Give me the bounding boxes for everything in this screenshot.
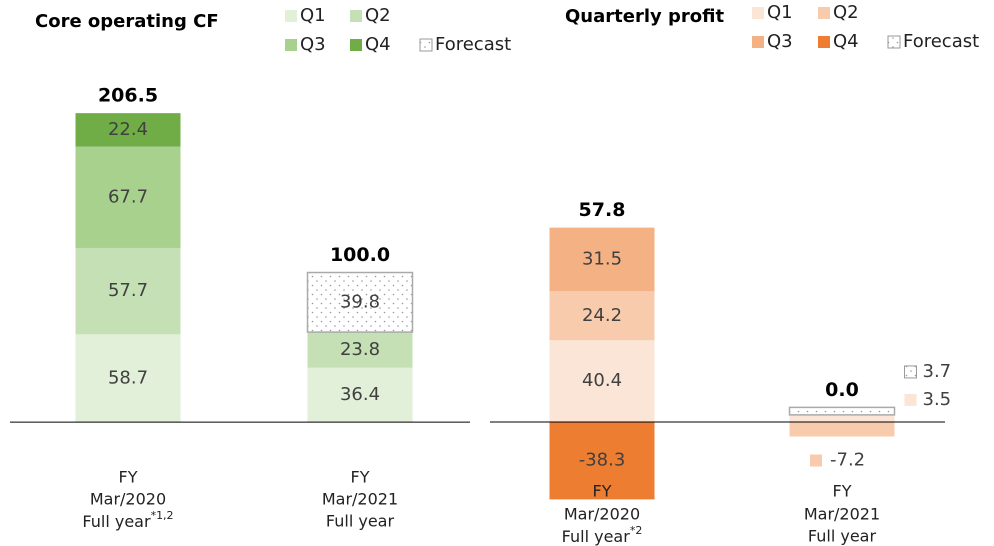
data-label: 57.7 xyxy=(108,280,148,301)
x-tick-label: Mar/2021 xyxy=(322,490,398,509)
legend-swatch xyxy=(818,36,830,48)
data-label: 3.7 xyxy=(923,361,952,382)
legend-swatch xyxy=(350,10,362,22)
bar-segment xyxy=(307,332,413,368)
bar-segment xyxy=(75,146,181,248)
bar-segment xyxy=(75,247,181,335)
bar-segment xyxy=(306,271,414,333)
x-tick-label: Mar/2020 xyxy=(90,490,166,509)
legend-swatch xyxy=(419,38,433,52)
data-label: 3.5 xyxy=(923,389,952,410)
label-marker xyxy=(810,454,822,467)
data-label: 31.5 xyxy=(582,248,622,269)
total-label: 206.5 xyxy=(98,85,158,107)
x-tick-label: Full year xyxy=(326,512,395,531)
x-tick-label: FY xyxy=(593,482,612,501)
data-label: -38.3 xyxy=(579,450,626,471)
bar-segment xyxy=(307,367,413,423)
legend-label: Q2 xyxy=(833,2,859,23)
legend-swatch xyxy=(752,36,764,48)
legend-swatch xyxy=(350,39,362,51)
legend-label: Q1 xyxy=(300,5,326,26)
data-label: 24.2 xyxy=(582,305,622,326)
bar-segment xyxy=(75,334,181,423)
label-marker xyxy=(904,365,917,379)
total-label: 100.0 xyxy=(330,244,390,266)
legend-label: Q4 xyxy=(833,31,859,52)
x-tick-label: Mar/2020 xyxy=(564,505,640,524)
data-label: 36.4 xyxy=(340,384,380,405)
x-tick-label: Mar/2021 xyxy=(804,505,880,524)
legend-label: Forecast xyxy=(903,31,979,52)
data-label: 58.7 xyxy=(108,367,148,388)
bar-segment xyxy=(549,340,655,422)
bar-segment xyxy=(75,113,181,147)
data-label: 40.4 xyxy=(582,370,622,391)
legend-label: Q3 xyxy=(300,34,326,55)
x-tick-label-text: Full year xyxy=(562,527,631,546)
legend-label: Q1 xyxy=(767,2,793,23)
data-label: 67.7 xyxy=(108,186,148,207)
bar-segment xyxy=(549,291,655,341)
x-tick-label: Full year*2 xyxy=(562,524,643,546)
legend-label: Q4 xyxy=(365,34,391,55)
x-tick-label: Full year xyxy=(808,527,877,546)
label-marker xyxy=(904,393,917,406)
data-label: 23.8 xyxy=(340,339,380,360)
x-tick-label-text: Full year xyxy=(82,512,151,531)
footnote-mark: *2 xyxy=(630,524,643,537)
x-tick-label: Full year*1,2 xyxy=(82,509,173,531)
total-label: 0.0 xyxy=(825,379,859,401)
legend-swatch xyxy=(285,39,297,51)
footnote-mark: *1,2 xyxy=(151,509,174,522)
bar-segment xyxy=(549,421,655,500)
data-label: 22.4 xyxy=(108,119,148,140)
x-tick-label: FY xyxy=(119,468,138,487)
legend-label: Q3 xyxy=(767,31,793,52)
total-label: 57.8 xyxy=(579,199,626,221)
bar-segment xyxy=(549,227,655,292)
x-tick-label: FY xyxy=(833,482,852,501)
legend-label: Forecast xyxy=(435,34,511,55)
legend-label: Q2 xyxy=(365,5,391,26)
x-tick-label: FY xyxy=(351,468,370,487)
bar-segment xyxy=(789,414,895,422)
legend-swatch xyxy=(887,35,901,49)
data-label: 39.8 xyxy=(340,291,380,312)
data-label: -7.2 xyxy=(830,450,865,471)
legend-swatch xyxy=(285,10,297,22)
chart-title: Core operating CF xyxy=(35,11,219,32)
bar-segment xyxy=(788,406,896,416)
bar-segment xyxy=(789,421,895,437)
chart-title: Quarterly profit xyxy=(565,6,724,27)
legend-swatch xyxy=(752,7,764,19)
legend-swatch xyxy=(818,7,830,19)
